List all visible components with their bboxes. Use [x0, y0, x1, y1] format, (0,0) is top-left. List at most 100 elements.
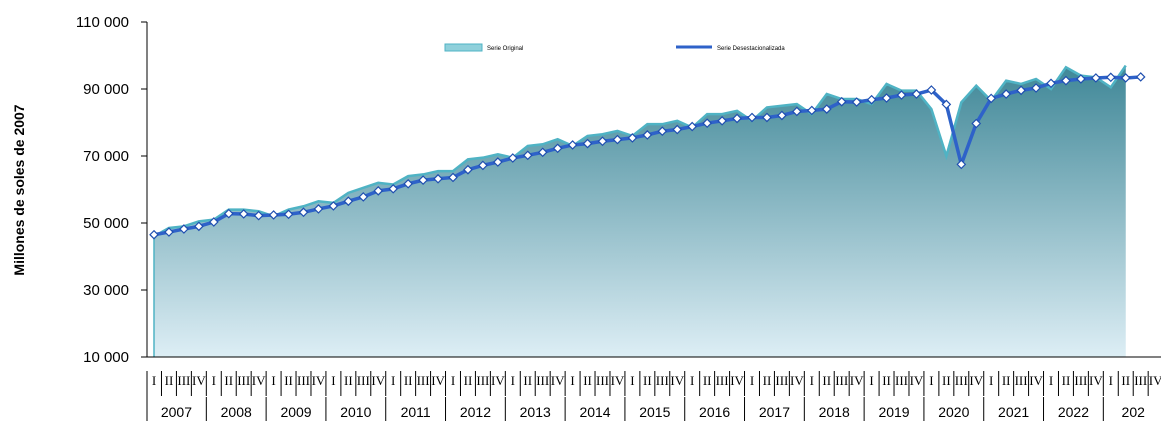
x-year-label: 2019 — [878, 404, 909, 420]
marker-layer — [149, 72, 1146, 240]
x-quarter-label: IV — [1089, 373, 1103, 388]
series-original-area — [154, 65, 1126, 358]
x-quarter-label: II — [822, 373, 831, 388]
x-year-label: 2007 — [161, 404, 192, 420]
x-year-label: 2022 — [1058, 404, 1089, 420]
x-year-label: 2013 — [520, 404, 551, 420]
x-quarter-label: II — [1062, 373, 1071, 388]
x-quarter-label: II — [583, 373, 592, 388]
x-quarter-label: II — [224, 373, 233, 388]
series-seasonal-point — [687, 121, 698, 132]
series-seasonal-point — [537, 147, 548, 158]
x-year-label: 2021 — [998, 404, 1029, 420]
legend-label-seasonal: Serie Desestacionalizada — [717, 46, 785, 52]
x-year-label: 2008 — [221, 404, 252, 420]
x-quarter-label: I — [331, 373, 335, 388]
series-seasonal-point — [747, 112, 757, 123]
series-seasonal-point — [164, 227, 174, 237]
x-quarter-label: III — [895, 373, 908, 388]
x-quarter-label: IV — [850, 373, 864, 388]
x-quarter-label: III — [1015, 373, 1028, 388]
series-seasonal-point — [1076, 74, 1086, 84]
series-seasonal-point — [313, 204, 324, 214]
series-seasonal-point — [702, 118, 712, 129]
series-seasonal-point — [223, 208, 234, 219]
x-year-label: 202 — [1122, 404, 1146, 420]
x-quarter-label: IV — [730, 373, 744, 388]
series-seasonal-point — [268, 210, 279, 220]
x-year-label: 2020 — [938, 404, 969, 420]
x-quarter-label: I — [810, 373, 814, 388]
y-tick-label: 10 000 — [83, 349, 129, 366]
series-seasonal-point — [642, 130, 653, 140]
series-seasonal-point — [777, 110, 787, 121]
x-year-label: 2009 — [280, 404, 311, 420]
x-quarter-label: I — [869, 373, 873, 388]
x-quarter-label: III — [656, 373, 669, 388]
x-quarter-label: II — [763, 373, 772, 388]
x-quarter-label: I — [570, 373, 574, 388]
series-seasonal-point — [493, 157, 503, 167]
x-year-label: 2010 — [340, 404, 371, 420]
x-quarter-label: II — [703, 373, 712, 388]
x-year-label: 2017 — [759, 404, 790, 420]
x-quarter-label: III — [297, 373, 310, 388]
series-seasonal-point — [253, 210, 264, 221]
x-quarter-label: IV — [790, 373, 804, 388]
x-quarter-label: II — [523, 373, 532, 388]
x-quarter-label: IV — [1029, 373, 1043, 388]
series-seasonal-point — [836, 96, 847, 107]
x-quarter-label: II — [284, 373, 293, 388]
x-year-label: 2011 — [401, 404, 431, 420]
x-quarter-label: I — [1049, 373, 1053, 388]
y-axis: 10 000 30 000 50 000 70 000 90 000 110 000 — [76, 14, 148, 366]
x-quarter-label: I — [1109, 373, 1113, 388]
series-seasonal-point — [672, 124, 683, 135]
series-seasonal-point — [911, 89, 922, 99]
x-quarter-label: I — [929, 373, 933, 388]
x-quarter-label: I — [630, 373, 634, 388]
series-seasonal-point — [582, 138, 593, 149]
x-quarter-label: III — [596, 373, 609, 388]
series-seasonal-point — [896, 90, 907, 100]
x-quarter-label: II — [165, 373, 174, 388]
series-seasonal-point — [1135, 72, 1146, 82]
x-quarter-label: II — [942, 373, 951, 388]
x-quarter-label: III — [357, 373, 370, 388]
series-seasonal-point — [522, 150, 533, 161]
series-seasonal-point — [881, 93, 892, 103]
series-seasonal-point — [851, 97, 862, 107]
series-seasonal-point — [806, 105, 817, 116]
x-quarter-label: I — [152, 373, 156, 388]
series-seasonal-point — [328, 201, 339, 211]
x-quarter-label: I — [750, 373, 754, 388]
x-quarter-label: III — [1134, 373, 1147, 388]
y-tick-label: 70 000 — [83, 148, 129, 165]
x-quarter-label: I — [690, 373, 694, 388]
x-quarter-label: III — [476, 373, 489, 388]
x-quarter-label: IV — [551, 373, 565, 388]
x-quarter-label: IV — [969, 373, 983, 388]
x-quarter-label: IV — [491, 373, 505, 388]
series-original-line — [153, 64, 1127, 238]
x-year-label: 2015 — [639, 404, 670, 420]
x-quarter-label: II — [643, 373, 652, 388]
y-tick-label: 50 000 — [83, 215, 129, 232]
x-quarter-label: III — [1074, 373, 1087, 388]
series-seasonal-point — [433, 173, 443, 184]
series-seasonal-point — [1046, 78, 1056, 89]
series-seasonal-point — [1105, 72, 1116, 83]
x-quarter-label: II — [882, 373, 891, 388]
series-seasonal-point — [941, 99, 952, 110]
x-quarter-label: III — [955, 373, 968, 388]
x-quarter-label: III — [536, 373, 549, 388]
series-seasonal-point — [971, 118, 982, 129]
series-seasonal-point — [1061, 75, 1071, 86]
series-seasonal-point — [762, 112, 772, 123]
x-quarter-label: IV — [431, 373, 445, 388]
series-seasonal-point — [732, 113, 742, 124]
y-tick-label: 30 000 — [83, 282, 129, 299]
series-seasonal-point — [418, 175, 428, 185]
series-seasonal-point — [388, 183, 399, 194]
